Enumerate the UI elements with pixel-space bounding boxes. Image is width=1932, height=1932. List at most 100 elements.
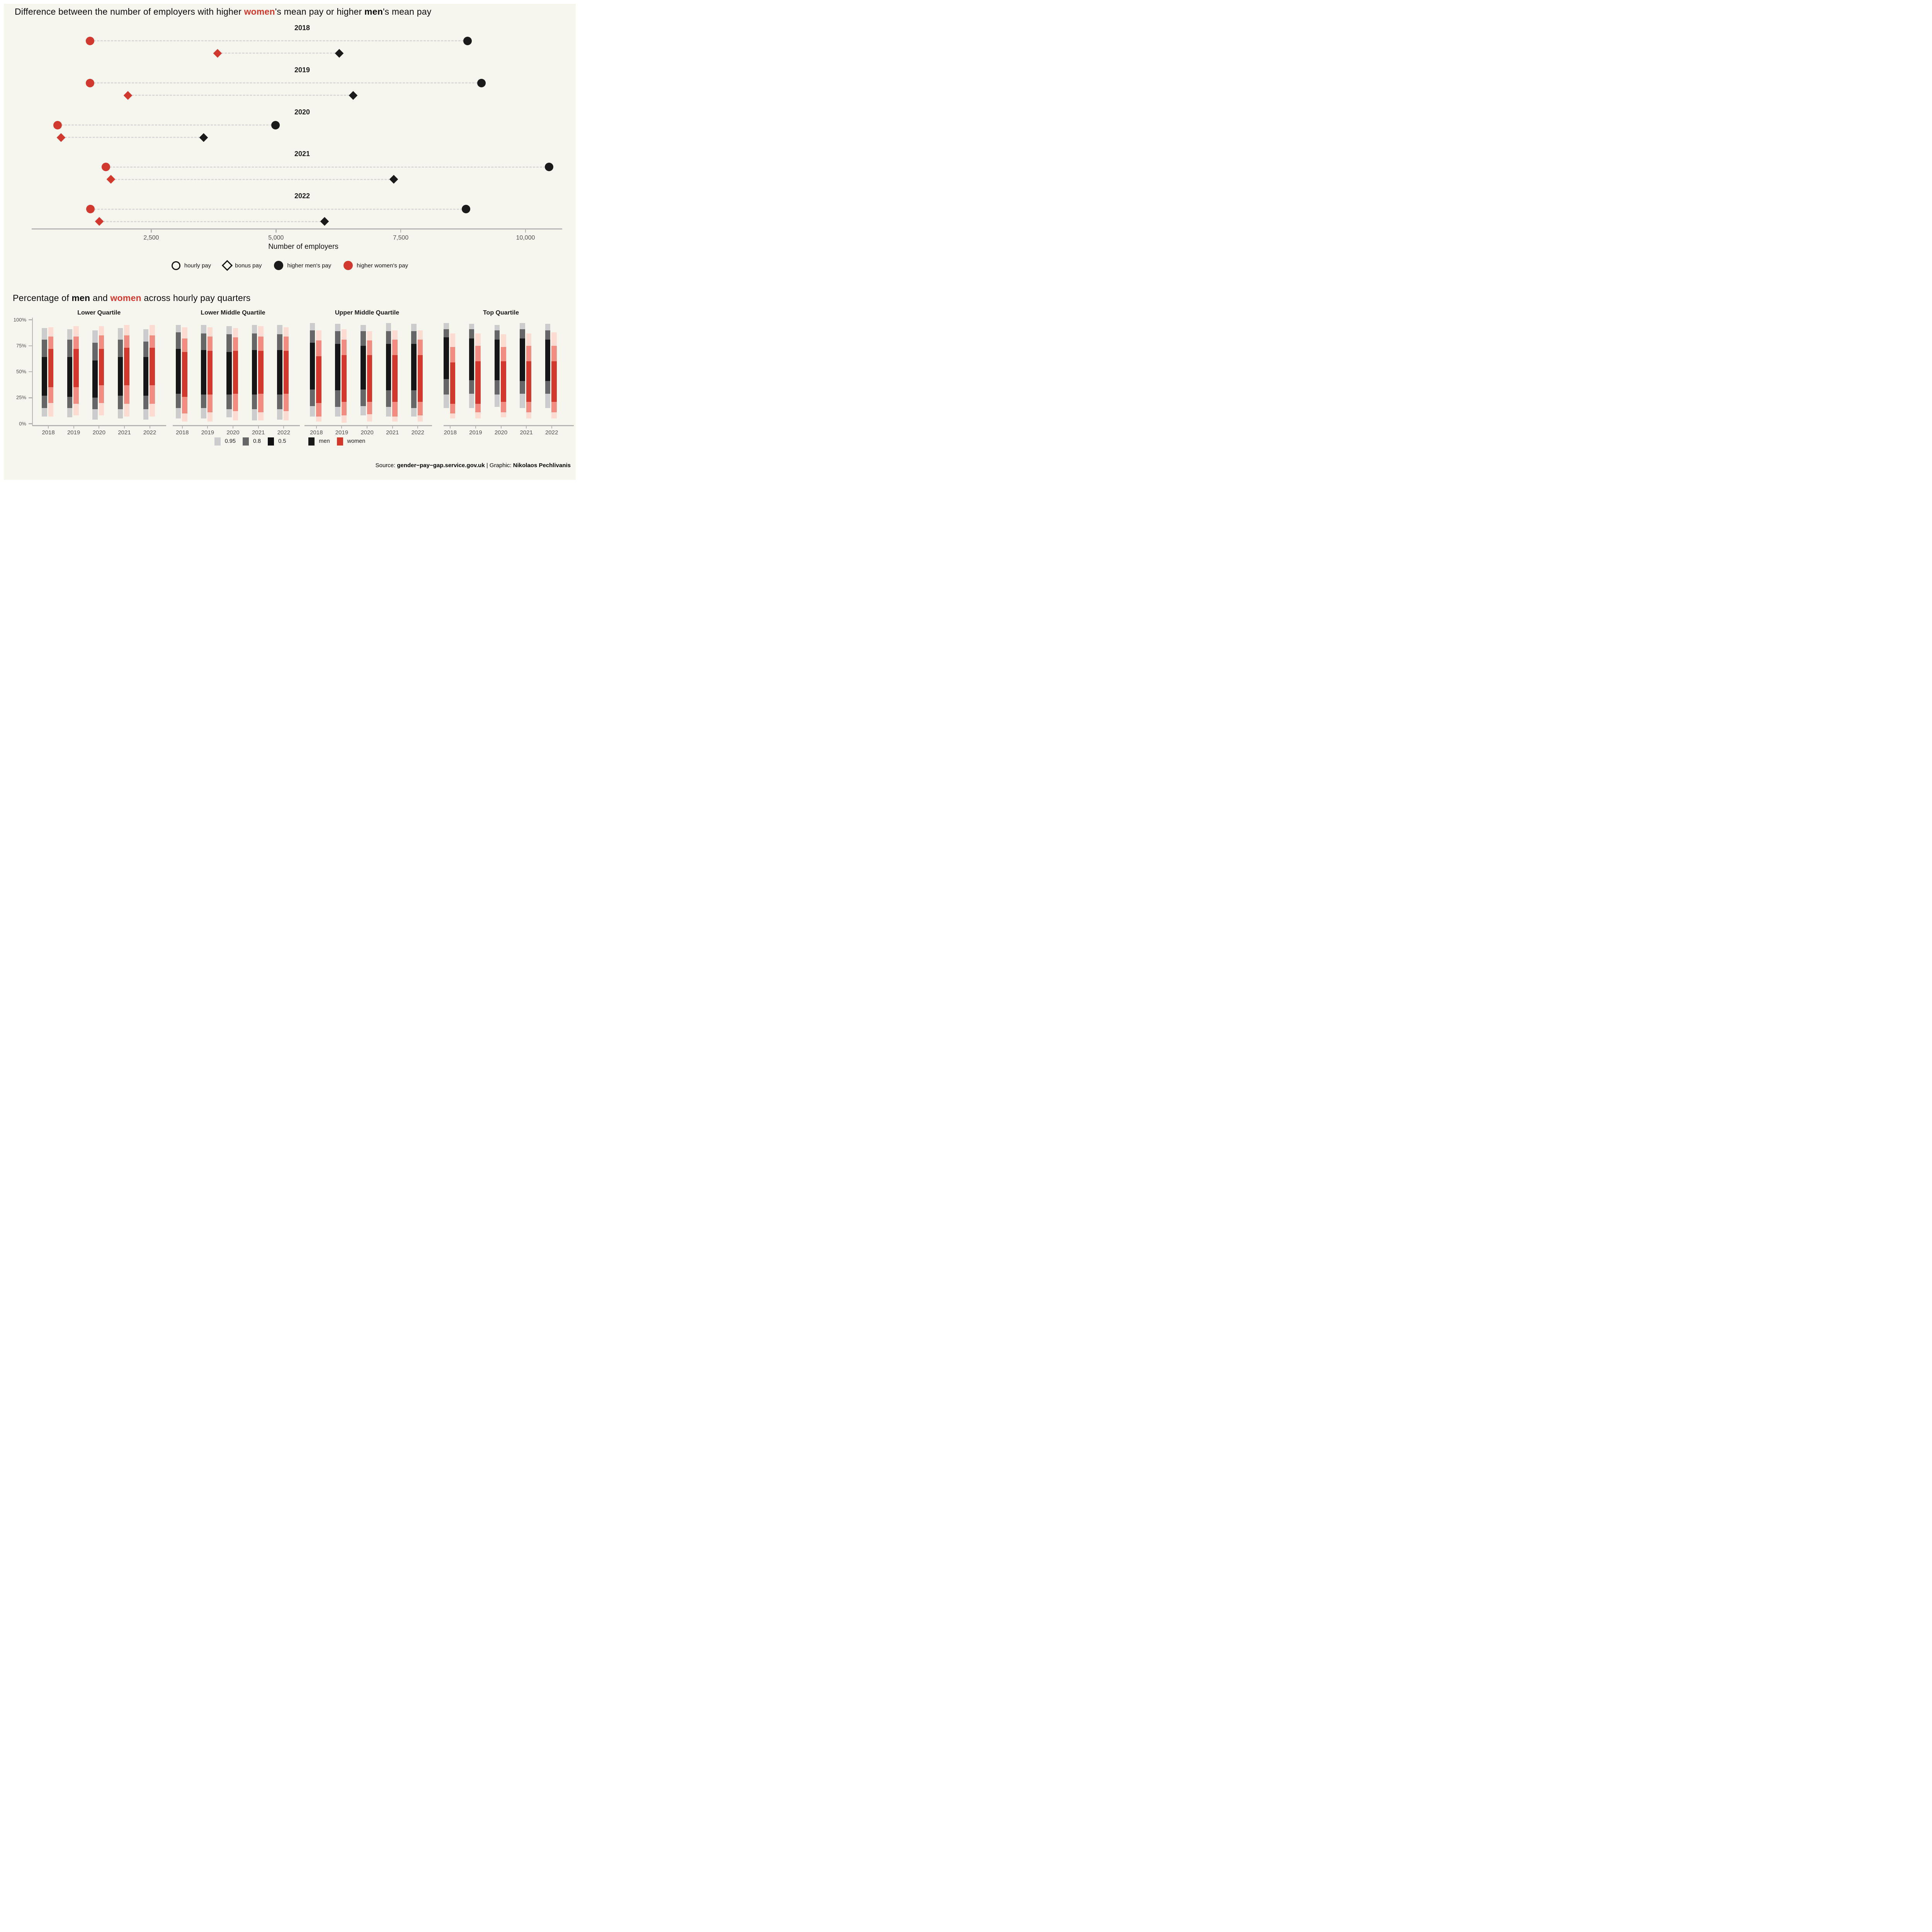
bar-women-2020-interval [99, 385, 104, 403]
legend-item-higher-women-s-pay: higher women's pay [344, 261, 408, 270]
bar-men-2020-interval [361, 331, 366, 346]
year-label: 2022 [294, 192, 310, 200]
bar-women-2020-interval [99, 403, 104, 415]
bar-men-2022-interval [545, 381, 551, 394]
bar-men-2021-interval [520, 329, 525, 339]
bar-men-2022-interval [545, 393, 551, 408]
bar-men-2021-interval [520, 338, 525, 381]
bar-men-2020-interval [361, 406, 366, 415]
bar-men-2018-interval [444, 379, 449, 395]
quartile-charts: 0% 25% 50% 75% 100% Lower Quartile 2018 2019 202… [4, 305, 576, 437]
x-axis-title: Number of employers [268, 243, 338, 251]
bar-women-2022-interval [417, 339, 423, 355]
bar-women-2022-interval [417, 355, 423, 402]
legend-label: women [347, 438, 366, 444]
bar-men-2019-interval [67, 357, 73, 397]
bar-men-2020-interval [494, 380, 500, 395]
marker-hourly-higher-mens-pay [462, 205, 471, 214]
quartile-chart-title: Percentage of men and women across hourl… [13, 293, 251, 303]
bar-women-2018-interval [182, 338, 187, 352]
bar-men-2018-interval [444, 329, 449, 338]
bar-women-2022-interval [283, 411, 289, 421]
bar-women-2022-interval [283, 327, 289, 337]
facet-title: Upper Middle Quartile [335, 310, 400, 316]
facet-x-axis-line [443, 425, 574, 426]
legend-label: hourly pay [184, 262, 211, 269]
bar-men-2021-interval [252, 409, 257, 421]
y-axis-tick-label: 50% [16, 369, 26, 375]
bar-men-2021-interval [117, 409, 123, 419]
legend-item-alpha-0.8: 0.8 [242, 437, 261, 446]
bar-women-2018-interval [450, 333, 456, 347]
bar-women-2021-interval [124, 348, 129, 386]
bar-men-2019-interval [201, 408, 206, 419]
title-highlight: men [364, 7, 383, 17]
bar-men-2018-interval [175, 332, 181, 349]
bar-women-2019-interval [73, 336, 79, 349]
bar-women-2019-interval [73, 404, 79, 415]
bar-men-2020-interval [494, 325, 500, 330]
bar-women-2020-interval [501, 412, 506, 418]
facet-title: Lower Middle Quartile [201, 310, 265, 316]
bar-men-2020-interval [92, 360, 98, 398]
bar-men-2019-interval [67, 396, 73, 408]
title-highlight: Nikolaos Pechlivanis [513, 462, 571, 469]
facet-x-axis-tick [475, 426, 476, 429]
bar-men-2020-interval [494, 339, 500, 380]
x-axis-tick [525, 230, 526, 233]
bar-women-2019-interval [475, 412, 481, 419]
marker-bonus-higher-womens-pay [56, 133, 65, 142]
facet-x-axis-tick [283, 426, 284, 429]
facet-x-axis-tick [73, 426, 74, 429]
y-axis-tick-label: 0% [19, 420, 26, 427]
bar-women-2019-interval [475, 333, 481, 346]
bar-men-2018-interval [444, 323, 449, 329]
bar-women-2018-interval [182, 396, 187, 413]
bar-men-2021-interval [117, 395, 123, 409]
bar-men-2021-interval [252, 333, 257, 350]
legend-label: 0.5 [278, 438, 286, 444]
marker-bonus-higher-mens-pay [320, 217, 329, 226]
bar-women-2018-interval [450, 404, 456, 413]
bar-women-2020-interval [99, 349, 104, 386]
bar-men-2019-interval [469, 393, 474, 408]
bar-men-2019-interval [335, 324, 340, 332]
y-axis-line [32, 317, 33, 426]
bar-women-2020-interval [367, 331, 372, 341]
facet-x-axis-tick [182, 426, 183, 429]
bar-women-2019-interval [341, 415, 347, 423]
legend-item-women: women [337, 437, 366, 446]
year-label: 2018 [294, 24, 310, 32]
bar-men-2018-interval [310, 323, 315, 330]
marker-hourly-higher-mens-pay [544, 163, 553, 172]
bar-men-2022-interval [277, 325, 282, 335]
bar-men-2018-interval [175, 393, 181, 408]
bar-men-2018-interval [175, 349, 181, 394]
facet-year-label: 2019 [201, 429, 214, 436]
marker-hourly-higher-womens-pay [53, 121, 62, 129]
bar-men-2018-interval [42, 395, 47, 408]
bar-men-2020-interval [226, 326, 232, 335]
facet-year-label: 2022 [545, 429, 558, 436]
bar-women-2021-interval [526, 402, 532, 412]
facet-x-axis-tick [450, 426, 451, 429]
bar-women-2018-interval [316, 403, 321, 417]
bar-men-2021-interval [252, 395, 257, 409]
alpha-swatch-icon [214, 437, 221, 446]
marker-bonus-higher-mens-pay [199, 133, 208, 142]
connector-line [105, 166, 549, 168]
bar-men-2019-interval [335, 407, 340, 417]
x-axis-tick [400, 230, 401, 233]
bar-men-2020-interval [92, 409, 98, 420]
bar-women-2021-interval [392, 402, 398, 417]
bar-women-2022-interval [150, 348, 155, 386]
bar-men-2020-interval [361, 325, 366, 332]
bar-women-2022-interval [150, 325, 155, 335]
connector-line [111, 179, 394, 180]
facet-x-axis-tick [124, 426, 125, 429]
legend-item-bonus-pay: bonus pay [221, 260, 262, 271]
marker-hourly-higher-womens-pay [85, 37, 94, 45]
facet-year-label: 2018 [176, 429, 189, 436]
bar-women-2021-interval [526, 333, 532, 346]
legend-item-alpha-0.5: 0.5 [268, 437, 286, 446]
